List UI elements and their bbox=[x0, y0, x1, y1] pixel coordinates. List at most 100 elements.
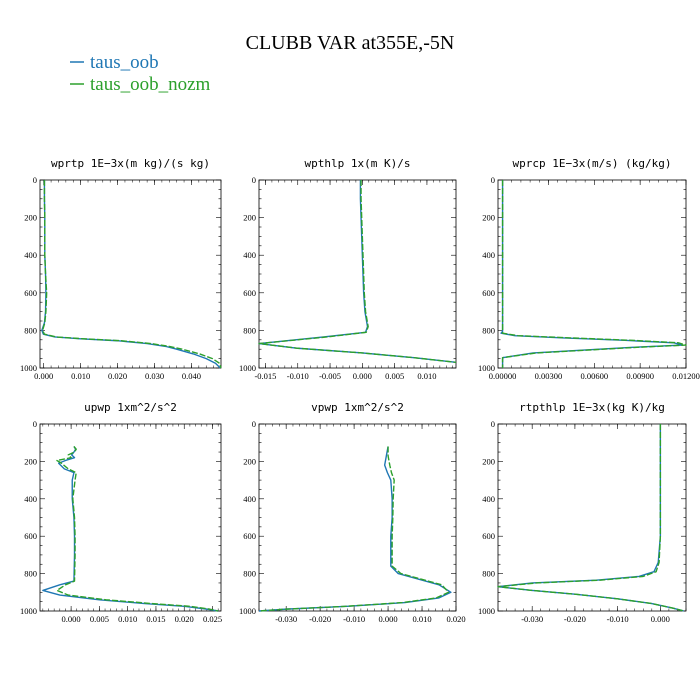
y-tick-label: 400 bbox=[24, 250, 37, 260]
y-tick-label: 400 bbox=[24, 494, 37, 504]
legend-label-taus-oob: taus_oob bbox=[90, 52, 159, 73]
x-tick-label: 0.000 bbox=[353, 371, 372, 381]
x-tick-label: -0.010 bbox=[343, 614, 365, 624]
y-tick-label: 600 bbox=[243, 288, 256, 298]
panel-title: wpthlp 1x(m K)/s bbox=[305, 157, 411, 170]
x-tick-label: 0.00900 bbox=[626, 371, 654, 381]
x-tick-label: -0.010 bbox=[607, 614, 629, 624]
y-tick-label: 400 bbox=[482, 250, 495, 260]
x-tick-label: -0.020 bbox=[564, 614, 586, 624]
y-tick-label: 0 bbox=[491, 175, 495, 185]
x-tick-label: 0.010 bbox=[118, 614, 137, 624]
x-tick-label: 0.020 bbox=[108, 371, 127, 381]
series-line-taus-oob-nozm bbox=[258, 446, 450, 612]
legend-label-taus-oob-nozm: taus_oob_nozm bbox=[90, 74, 211, 95]
x-tick-label: 0.00300 bbox=[535, 371, 563, 381]
x-tick-label: 0.00600 bbox=[580, 371, 608, 381]
x-tick-label: 0.020 bbox=[175, 614, 194, 624]
panel-4: upwp 1xm^2/s^2 0 200 400 600 800 1000 0.000 0.00… bbox=[20, 401, 222, 624]
x-tick-label: 0.000 bbox=[62, 614, 81, 624]
x-tick-label: -0.005 bbox=[319, 371, 341, 381]
y-tick-label: 200 bbox=[24, 456, 37, 466]
x-tick-label: -0.015 bbox=[254, 371, 276, 381]
y-tick-label: 0 bbox=[33, 419, 37, 429]
x-tick-label: 0.030 bbox=[145, 371, 164, 381]
y-tick-label: 800 bbox=[482, 569, 495, 579]
panel-title: wprtp 1E−3x(m kg)/(s kg) bbox=[51, 157, 210, 170]
y-tick-label: 0 bbox=[491, 419, 495, 429]
panel-1: wprtp 1E−3x(m kg)/(s kg) 0 200 400 600 800 100… bbox=[20, 157, 222, 381]
y-tick-label: 1000 bbox=[239, 606, 256, 616]
panel-title: upwp 1xm^2/s^2 bbox=[84, 401, 177, 414]
y-tick-label: 200 bbox=[243, 213, 256, 223]
figure-title: CLUBB VAR at355E,-5N bbox=[246, 32, 455, 54]
series-line-taus-oob bbox=[258, 180, 457, 364]
panel-3: wprcp 1E−3x(m/s) (kg/kg) 0 200 400 600 800 100… bbox=[478, 157, 700, 381]
x-tick-label: 0.01200 bbox=[672, 371, 700, 381]
x-tick-label: 0.020 bbox=[446, 614, 465, 624]
panel-5: vpwp 1xm^2/s^2 0 200 400 600 800 1000 -0.030 -0.… bbox=[239, 401, 466, 624]
y-tick-label: 1000 bbox=[478, 363, 495, 373]
y-tick-label: 800 bbox=[243, 325, 256, 335]
series-line-taus-oob bbox=[500, 180, 684, 368]
y-tick-label: 600 bbox=[482, 531, 495, 541]
series-line-taus-oob-nozm bbox=[497, 424, 685, 612]
y-tick-label: 600 bbox=[482, 288, 495, 298]
y-tick-label: 1000 bbox=[20, 363, 37, 373]
x-tick-label: 0.000 bbox=[651, 614, 670, 624]
series-line-taus-oob bbox=[258, 446, 452, 612]
panel-6: rtpthlp 1E−3x(kg K)/kg 0 200 400 600 800 1000 -… bbox=[478, 401, 687, 624]
x-tick-label: 0.010 bbox=[412, 614, 431, 624]
series-line-taus-oob-nozm bbox=[258, 180, 457, 364]
x-tick-label: -0.020 bbox=[309, 614, 331, 624]
x-tick-label: 0.005 bbox=[385, 371, 404, 381]
plot-frame bbox=[497, 179, 687, 369]
y-tick-label: 200 bbox=[482, 213, 495, 223]
series-line-taus-oob bbox=[497, 424, 685, 612]
x-tick-label: 0.025 bbox=[203, 614, 222, 624]
y-tick-label: 200 bbox=[24, 213, 37, 223]
y-tick-label: 1000 bbox=[478, 606, 495, 616]
panel-title: wprcp 1E−3x(m/s) (kg/kg) bbox=[513, 157, 672, 170]
y-tick-label: 1000 bbox=[20, 606, 37, 616]
y-tick-label: 600 bbox=[24, 531, 37, 541]
x-tick-label: -0.030 bbox=[521, 614, 543, 624]
plot-frame bbox=[258, 423, 457, 612]
y-tick-label: 800 bbox=[24, 569, 37, 579]
y-tick-label: 800 bbox=[243, 569, 256, 579]
x-tick-label: 0.000 bbox=[379, 614, 398, 624]
x-tick-label: 0.000 bbox=[34, 371, 53, 381]
series-line-taus-oob-nozm bbox=[501, 180, 687, 368]
y-tick-label: 800 bbox=[482, 325, 495, 335]
x-tick-label: -0.010 bbox=[287, 371, 309, 381]
y-tick-label: 0 bbox=[252, 419, 256, 429]
series-line-taus-oob-nozm bbox=[56, 446, 219, 612]
x-tick-label: 0.010 bbox=[71, 371, 90, 381]
y-tick-label: 400 bbox=[243, 494, 256, 504]
x-tick-label: 0.010 bbox=[417, 371, 436, 381]
x-tick-label: 0.015 bbox=[146, 614, 165, 624]
series-line-taus-oob bbox=[41, 180, 221, 369]
x-tick-label: 0.00000 bbox=[489, 371, 517, 381]
series-line-taus-oob-nozm bbox=[41, 180, 222, 369]
y-tick-label: 200 bbox=[482, 456, 495, 466]
y-tick-label: 600 bbox=[24, 288, 37, 298]
plot-frame bbox=[39, 179, 222, 369]
y-tick-label: 400 bbox=[482, 494, 495, 504]
plot-frame bbox=[258, 179, 457, 369]
series-line-taus-oob bbox=[42, 446, 219, 612]
panel-title: vpwp 1xm^2/s^2 bbox=[311, 401, 404, 414]
y-tick-label: 200 bbox=[243, 456, 256, 466]
x-tick-label: -0.030 bbox=[275, 614, 297, 624]
y-tick-label: 0 bbox=[33, 175, 37, 185]
x-tick-label: 0.040 bbox=[182, 371, 201, 381]
y-tick-label: 600 bbox=[243, 531, 256, 541]
y-tick-label: 800 bbox=[24, 325, 37, 335]
y-tick-label: 0 bbox=[252, 175, 256, 185]
y-tick-label: 1000 bbox=[239, 363, 256, 373]
x-tick-label: 0.005 bbox=[90, 614, 109, 624]
panel-2: wpthlp 1x(m K)/s 0 200 400 600 800 1000-0.015 -… bbox=[239, 157, 457, 381]
panels: wprtp 1E−3x(m kg)/(s kg) 0 200 400 600 800 100… bbox=[20, 157, 700, 624]
panel-title: rtpthlp 1E−3x(kg K)/kg bbox=[519, 401, 665, 414]
